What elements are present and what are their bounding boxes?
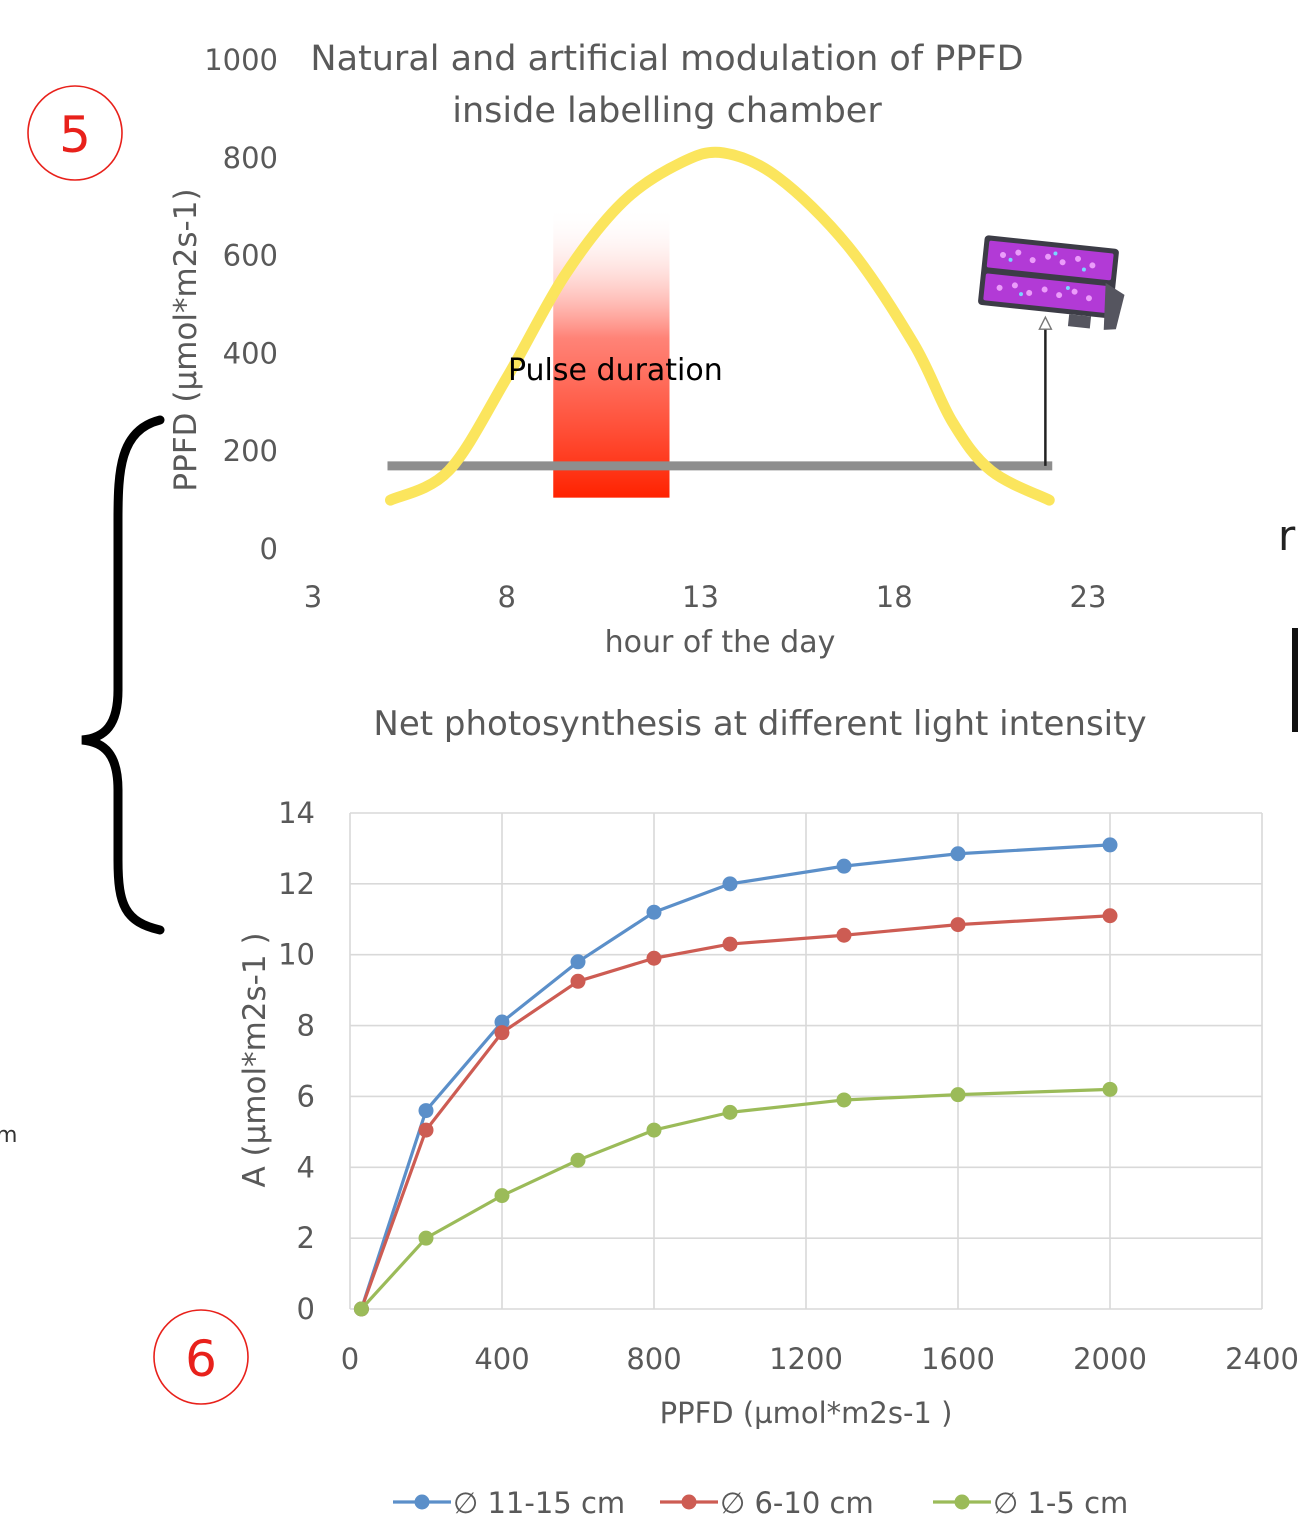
- chart2-legend: ∅ 11-15 cm ∅ 6-10 cm ∅ 1-5 cm: [393, 1486, 1128, 1520]
- legend-swatch-marker-11-15-cm: [414, 1494, 430, 1510]
- series-point-11-15-cm-1300: [836, 858, 852, 874]
- chart1-y-tick-800: 800: [223, 141, 278, 175]
- edge-letter-m: m: [0, 1123, 17, 1148]
- badge-5-label: 5: [59, 106, 91, 164]
- chart2-y-tick-8: 8: [297, 1009, 315, 1043]
- chart1-x-axis-label: hour of the day: [605, 625, 836, 660]
- badge-6: 6: [153, 1309, 249, 1405]
- chart2-title: Net photosynthesis at different light in…: [373, 704, 1146, 744]
- chart2-y-tick-4: 4: [297, 1150, 315, 1184]
- series-point-6-10-cm-800: [646, 950, 662, 966]
- series-point-1-5-cm-1600: [950, 1087, 966, 1103]
- legend-label-1-5-cm: ∅ 1-5 cm: [993, 1486, 1128, 1520]
- legend-item-11-15-cm: ∅ 11-15 cm: [393, 1486, 625, 1520]
- chart2-x-axis-label: PPFD (µmol*m2s-1 ): [660, 1396, 953, 1430]
- chart1-x-tick-8: 8: [498, 580, 516, 614]
- series-point-1-5-cm-800: [646, 1122, 662, 1138]
- chart1-title-line1: Natural and artificial modulation of PPF…: [310, 39, 1023, 79]
- chart2-x-tick-1200: 1200: [769, 1342, 843, 1376]
- badge-6-circle: [153, 1309, 249, 1405]
- series-point-1-5-cm-600: [570, 1152, 586, 1168]
- legend-swatch-marker-1-5-cm: [954, 1494, 970, 1510]
- legend-item-6-10-cm: ∅ 6-10 cm: [660, 1486, 874, 1520]
- series-point-11-15-cm-800: [646, 904, 662, 920]
- chart2-y-tick-10: 10: [278, 938, 315, 972]
- chart1-y-tick-400: 400: [223, 336, 278, 370]
- badge-5: 5: [27, 85, 123, 181]
- series-point-11-15-cm-2000: [1102, 837, 1118, 853]
- chart2-gridlines: [349, 812, 1263, 1310]
- chart2-x-tick-800: 800: [626, 1342, 681, 1376]
- chart2-x-tick-1600: 1600: [921, 1342, 995, 1376]
- legend-swatch-marker-6-10-cm: [681, 1494, 697, 1510]
- chart1-x-tick-23: 23: [1070, 580, 1107, 614]
- legend-item-1-5-cm: ∅ 1-5 cm: [933, 1486, 1128, 1520]
- chart1-plot-area: Pulse duration: [385, 146, 1055, 506]
- chart1-x-tick-3: 3: [304, 580, 322, 614]
- series-point-6-10-cm-400: [494, 1025, 510, 1041]
- chart2-x-tick-400: 400: [474, 1342, 529, 1376]
- chart1-title-line2: inside labelling chamber: [452, 91, 882, 131]
- chart2-y-tick-0: 0: [297, 1292, 315, 1326]
- chart2-y-tick-12: 12: [278, 867, 315, 901]
- series-1-5-cm: [353, 1081, 1118, 1317]
- series-point-6-10-cm-1600: [950, 917, 966, 933]
- series-point-6-10-cm-1000: [722, 936, 738, 952]
- chart2-y-tick-2: 2: [297, 1221, 315, 1255]
- chart2-y-axis-label: A (µmol*m2s-1 ): [237, 932, 273, 1187]
- curly-brace-icon: [81, 415, 165, 935]
- chart1-y-axis-label: PPFD (µmol*m2s-1): [168, 188, 204, 491]
- series-point-11-15-cm-1600: [950, 846, 966, 862]
- chart1-x-tick-13: 13: [682, 580, 719, 614]
- chart1-x-tick-18: 18: [876, 580, 913, 614]
- edge-letter-r: r: [1278, 511, 1296, 560]
- chart1-y-tick-0: 0: [260, 532, 278, 566]
- series-point-11-15-cm-400: [494, 1014, 510, 1030]
- chart2-x-tick-2400: 2400: [1225, 1342, 1299, 1376]
- chart2-y-tick-6: 6: [297, 1079, 315, 1113]
- series-point-11-15-cm-200: [418, 1103, 434, 1119]
- legend-label-11-15-cm: ∅ 11-15 cm: [453, 1486, 625, 1520]
- badge-6-label: 6: [185, 1330, 217, 1388]
- series-point-1-5-cm-200: [418, 1230, 434, 1246]
- series-point-1-5-cm-400: [494, 1188, 510, 1204]
- series-point-1-5-cm-1000: [722, 1104, 738, 1120]
- series-point-1-5-cm-2000: [1102, 1081, 1118, 1097]
- series-line-1-5-cm: [360, 1087, 1111, 1311]
- series-point-6-10-cm-600: [570, 973, 586, 989]
- series-point-11-15-cm-1000: [722, 876, 738, 892]
- series-6-10-cm: [353, 908, 1118, 1317]
- series-point-1-5-cm-1300: [836, 1092, 852, 1108]
- badge-5-circle: [27, 85, 123, 181]
- lamp-arrow-head: [1038, 315, 1053, 330]
- series-point-1-5-cm-30: [353, 1301, 369, 1317]
- series-point-6-10-cm-2000: [1102, 908, 1118, 924]
- legend-label-6-10-cm: ∅ 6-10 cm: [720, 1486, 874, 1520]
- series-point-11-15-cm-600: [570, 954, 586, 970]
- chart-ppfd-modulation: Natural and artificial modulation of PPF…: [168, 39, 1106, 660]
- led-grow-light-icon: [978, 235, 1125, 330]
- series-point-6-10-cm-1300: [836, 927, 852, 943]
- chart-net-photosynthesis: Net photosynthesis at different light in…: [237, 704, 1299, 1520]
- chart1-y-tick-200: 200: [223, 434, 278, 468]
- chart2-y-tick-14: 14: [278, 796, 315, 830]
- natural-light-curve: [385, 146, 1055, 506]
- chart2-ticks: 0 2 4 6 8 10 12 14 0 400 800 1200 1600 2000 2400: [278, 796, 1299, 1376]
- chart2-x-tick-0: 0: [341, 1342, 359, 1376]
- series-line-11-15-cm: [359, 843, 1111, 1310]
- chart1-y-tick-1000: 1000: [204, 43, 278, 77]
- chart1-y-tick-600: 600: [223, 239, 278, 273]
- chart2-x-tick-2000: 2000: [1073, 1342, 1147, 1376]
- chart1-ticks: 0 200 400 600 800 1000 3 8 13 18 23: [204, 43, 1106, 614]
- series-point-6-10-cm-200: [418, 1122, 434, 1138]
- edge-bracket-mark: [1292, 628, 1298, 732]
- chart2-series: [353, 837, 1118, 1317]
- pulse-duration-label: Pulse duration: [508, 353, 723, 388]
- series-11-15-cm: [353, 837, 1118, 1317]
